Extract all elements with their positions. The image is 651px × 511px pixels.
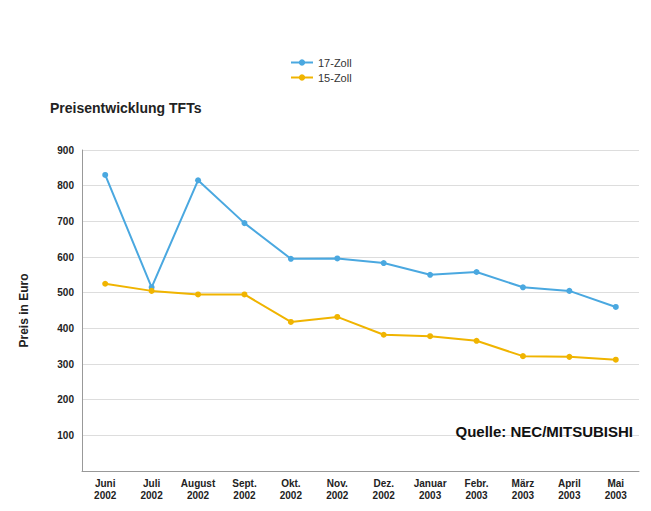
- svg-text:300: 300: [57, 359, 74, 370]
- svg-text:2002: 2002: [233, 490, 256, 501]
- svg-text:100: 100: [57, 430, 74, 441]
- svg-text:2002: 2002: [94, 490, 117, 501]
- svg-text:Juni: Juni: [95, 478, 116, 489]
- svg-text:15-Zoll: 15-Zoll: [318, 72, 352, 84]
- svg-text:2002: 2002: [326, 490, 349, 501]
- svg-text:2003: 2003: [558, 490, 581, 501]
- svg-text:900: 900: [57, 145, 74, 156]
- svg-text:200: 200: [57, 394, 74, 405]
- svg-text:2002: 2002: [280, 490, 303, 501]
- svg-text:17-Zoll: 17-Zoll: [318, 57, 352, 69]
- svg-text:April: April: [558, 478, 581, 489]
- svg-text:2002: 2002: [187, 490, 210, 501]
- svg-text:August: August: [181, 478, 216, 489]
- svg-text:Preis in Euro: Preis in Euro: [17, 273, 31, 347]
- svg-text:700: 700: [57, 216, 74, 227]
- svg-text:Sept.: Sept.: [232, 478, 257, 489]
- svg-text:2002: 2002: [141, 490, 164, 501]
- svg-text:Dez.: Dez.: [373, 478, 394, 489]
- svg-text:Quelle: NEC/MITSUBISHI: Quelle: NEC/MITSUBISHI: [455, 423, 633, 440]
- svg-text:Febr.: Febr.: [465, 478, 489, 489]
- svg-text:800: 800: [57, 180, 74, 191]
- svg-text:Mai: Mai: [607, 478, 624, 489]
- svg-text:400: 400: [57, 323, 74, 334]
- svg-text:2002: 2002: [373, 490, 396, 501]
- svg-text:2003: 2003: [419, 490, 442, 501]
- svg-text:2003: 2003: [465, 490, 488, 501]
- svg-text:500: 500: [57, 287, 74, 298]
- svg-text:Preisentwicklung TFTs: Preisentwicklung TFTs: [50, 100, 202, 116]
- svg-text:Juli: Juli: [143, 478, 160, 489]
- svg-text:2003: 2003: [605, 490, 628, 501]
- svg-text:Januar: Januar: [414, 478, 447, 489]
- svg-text:Nov.: Nov.: [327, 478, 348, 489]
- svg-text:600: 600: [57, 252, 74, 263]
- svg-text:Okt.: Okt.: [281, 478, 301, 489]
- svg-text:2003: 2003: [512, 490, 535, 501]
- svg-text:März: März: [512, 478, 535, 489]
